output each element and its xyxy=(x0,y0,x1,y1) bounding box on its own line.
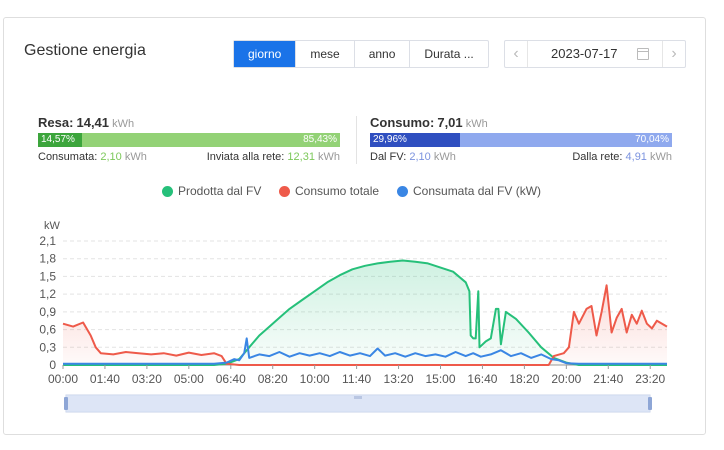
consumption-right-pct: 70,04% xyxy=(635,134,669,145)
consumption-grid-bar: 70,04% xyxy=(460,133,672,147)
yield-value: 14,41 xyxy=(76,115,110,130)
chevron-right-icon[interactable]: › xyxy=(662,41,685,67)
zoom-slider-range[interactable] xyxy=(66,395,650,412)
yield-unit: kWh xyxy=(112,118,135,130)
section-divider xyxy=(356,116,357,164)
yield-consumed-label: Consumata: xyxy=(38,151,98,163)
consumption-fv-bar: 29,96% xyxy=(370,133,460,147)
series-area xyxy=(63,260,667,365)
consumption-grid-value: 4,91 xyxy=(625,151,647,163)
y-tick-label: 0 xyxy=(49,358,56,372)
consumption-summary: Consumo: 7,01 kWh xyxy=(370,115,488,130)
series-line xyxy=(63,259,667,366)
series-line xyxy=(62,284,668,366)
legend-dot-icon xyxy=(162,185,173,197)
legend-label: Consumata dal FV (kW) xyxy=(413,184,542,198)
legend-label: Prodotta dal FV xyxy=(178,184,262,198)
x-tick-label: 13:20 xyxy=(384,372,414,386)
yield-summary: Resa: 14,41 kWh xyxy=(38,115,134,130)
x-tick-label: 18:20 xyxy=(509,372,539,386)
yield-left-pct: 14,57% xyxy=(41,134,75,145)
y-tick-label: 0,3 xyxy=(39,340,56,354)
legend-dot-icon xyxy=(279,185,290,197)
y-tick-label: 1,8 xyxy=(39,252,56,266)
consumption-grid-unit: kWh xyxy=(650,151,672,163)
yield-fed-info: Inviata alla rete: 12,31 kWh xyxy=(207,151,340,163)
yield-fed-value: 12,31 xyxy=(287,151,315,163)
legend-dot-icon xyxy=(397,185,408,197)
legend-item-prodotta[interactable]: Prodotta dal FV xyxy=(162,184,261,198)
legend-item-consumo[interactable]: Consumo totale xyxy=(279,184,379,198)
yield-right-pct: 85,43% xyxy=(303,134,337,145)
consumption-fv-value: 2,10 xyxy=(409,151,431,163)
x-tick-label: 05:00 xyxy=(174,372,204,386)
period-tabs: giorno mese anno Durata ... xyxy=(233,40,489,68)
y-tick-label: 2,1 xyxy=(39,234,56,248)
x-tick-label: 10:00 xyxy=(300,372,330,386)
series-line xyxy=(63,337,667,365)
tab-anno[interactable]: anno xyxy=(353,41,410,67)
yield-consumed-unit: kWh xyxy=(124,151,147,163)
x-tick-label: 23:20 xyxy=(635,372,665,386)
x-tick-label: 06:40 xyxy=(216,372,246,386)
x-tick-label: 00:00 xyxy=(48,372,78,386)
yield-consumed-info: Consumata: 2,10 kWh xyxy=(38,151,147,163)
consumption-fv-info: Dal FV: 2,10 kWh xyxy=(370,151,456,163)
consumption-value: 7,01 xyxy=(437,115,463,130)
y-tick-label: 0,9 xyxy=(39,305,56,319)
date-picker: ‹ 2023-07-17 › xyxy=(504,40,686,68)
calendar-icon[interactable] xyxy=(637,48,649,60)
zoom-handle-left[interactable] xyxy=(64,397,68,410)
zoom-handle-right[interactable] xyxy=(648,397,652,410)
consumption-unit: kWh xyxy=(465,118,488,130)
tab-mese[interactable]: mese xyxy=(295,41,353,67)
yield-label: Resa: xyxy=(38,115,74,130)
zoom-grip-icon[interactable] xyxy=(354,396,362,399)
tab-durata[interactable]: Durata ... xyxy=(409,41,487,67)
legend-item-consumata[interactable]: Consumata dal FV (kW) xyxy=(397,184,541,198)
yield-consumed-bar: 14,57% xyxy=(38,133,82,147)
chevron-left-icon[interactable]: ‹ xyxy=(505,41,528,67)
x-tick-label: 15:00 xyxy=(425,372,455,386)
x-tick-label: 16:40 xyxy=(467,372,497,386)
y-tick-label: 0,6 xyxy=(39,323,56,337)
y-tick-label: 1,2 xyxy=(39,287,56,301)
legend-label: Consumo totale xyxy=(295,184,380,198)
yield-fed-bar: 85,43% xyxy=(82,133,340,147)
yield-fed-label: Inviata alla rete: xyxy=(206,151,285,163)
consumption-left-pct: 29,96% xyxy=(373,134,407,145)
consumption-label: Consumo: xyxy=(370,115,435,130)
yield-fed-unit: kWh xyxy=(318,151,340,163)
x-tick-label: 20:00 xyxy=(551,372,581,386)
consumption-fv-unit: kWh xyxy=(433,151,456,163)
consumption-grid-label: Dalla rete: xyxy=(572,151,623,163)
x-tick-label: 21:40 xyxy=(593,372,623,386)
x-tick-label: 03:20 xyxy=(132,372,162,386)
consumption-fv-label: Dal FV: xyxy=(370,151,407,163)
date-value[interactable]: 2023-07-17 xyxy=(551,46,618,61)
x-tick-label: 01:40 xyxy=(90,372,120,386)
tab-giorno[interactable]: giorno xyxy=(234,41,296,67)
x-tick-label: 11:40 xyxy=(342,372,371,386)
page-title: Gestione energia xyxy=(24,42,146,59)
yield-consumed-value: 2,10 xyxy=(100,151,122,163)
chart-series xyxy=(62,259,668,366)
chart-axes: 0 0,3 0,6 0,9 1,2 1,5 1,8 2,1 00:00 01:40 03:20 05:… xyxy=(39,234,665,386)
x-tick-label: 08:20 xyxy=(258,372,288,386)
y-axis-label: kW xyxy=(44,220,61,232)
consumption-grid-info: Dalla rete: 4,91 kWh xyxy=(572,151,672,163)
y-tick-label: 1,5 xyxy=(39,269,56,283)
